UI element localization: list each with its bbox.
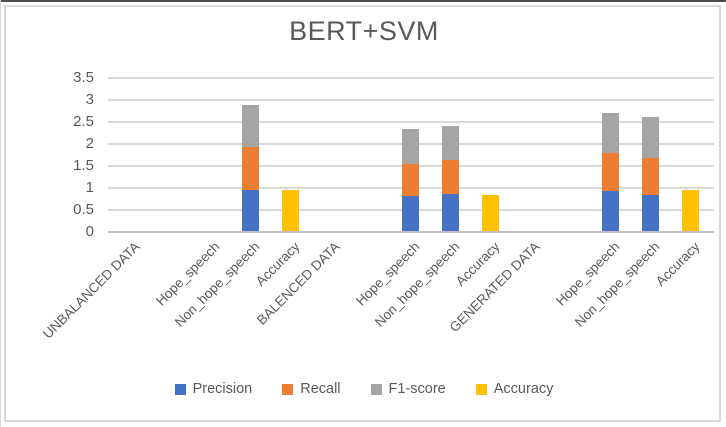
bar-segment-precision	[601, 191, 619, 231]
legend-item: Recall	[282, 381, 341, 397]
legend: Precision Recall F1-score Accuracy	[1, 379, 726, 399]
bar-segment-precision	[401, 196, 419, 231]
y-tick-label: 3.5	[73, 69, 94, 86]
legend-item: Accuracy	[475, 381, 554, 397]
bar-segment-recall	[441, 160, 459, 195]
bar-segment-f1-score	[241, 104, 259, 147]
bar-segment-f1-score	[601, 112, 619, 153]
bar-segment-recall	[401, 163, 419, 197]
bar-segment-accuracy	[481, 195, 499, 231]
y-tick-label: 1.5	[73, 157, 94, 174]
bar-segment-f1-score	[641, 116, 659, 158]
bar-segment-f1-score	[401, 129, 419, 164]
legend-swatch-icon	[282, 383, 294, 395]
bar-segment-recall	[641, 157, 659, 195]
legend-swatch-icon	[475, 383, 487, 395]
window-top-edge	[1, 0, 726, 2]
bar-segment-recall	[241, 146, 259, 191]
bar-segment-accuracy	[281, 190, 299, 231]
y-tick-label: 0	[85, 223, 94, 240]
legend-label: Accuracy	[493, 381, 554, 397]
legend-item: Precision	[174, 381, 253, 397]
legend-swatch-icon	[174, 383, 186, 395]
y-tick-label: 2.5	[73, 113, 94, 130]
y-gridline	[108, 121, 714, 123]
y-tick-label: 2	[85, 135, 94, 152]
x-axis-line	[108, 231, 714, 233]
bar-segment-precision	[441, 194, 459, 231]
legend-label: F1-score	[388, 381, 446, 397]
legend-label: Precision	[192, 381, 253, 397]
y-tick-label: 0.5	[73, 201, 94, 218]
bar-segment-recall	[601, 152, 619, 192]
legend-item: F1-score	[370, 381, 446, 397]
y-gridline	[108, 77, 714, 79]
bar-segment-accuracy	[681, 189, 699, 231]
y-tick-label: 1	[85, 179, 94, 196]
bar-segment-f1-score	[441, 125, 459, 161]
chart-title: BERT+SVM	[289, 16, 439, 46]
y-tick-label: 3	[85, 91, 94, 108]
bar-segment-precision	[241, 190, 259, 231]
legend-swatch-icon	[370, 383, 382, 395]
y-gridline	[108, 99, 714, 101]
bar-segment-precision	[641, 194, 659, 231]
legend-label: Recall	[300, 381, 341, 397]
